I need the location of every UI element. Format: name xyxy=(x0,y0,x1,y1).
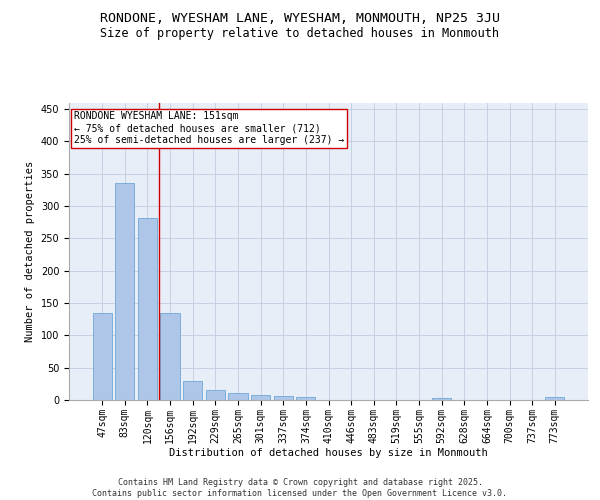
Bar xyxy=(296,398,316,400)
Bar xyxy=(115,182,134,400)
Bar xyxy=(545,398,565,400)
Y-axis label: Number of detached properties: Number of detached properties xyxy=(25,160,35,342)
Bar xyxy=(183,381,202,400)
Bar xyxy=(229,393,248,400)
Bar xyxy=(160,312,180,400)
X-axis label: Distribution of detached houses by size in Monmouth: Distribution of detached houses by size … xyxy=(169,448,488,458)
Text: RONDONE, WYESHAM LANE, WYESHAM, MONMOUTH, NP25 3JU: RONDONE, WYESHAM LANE, WYESHAM, MONMOUTH… xyxy=(100,12,500,26)
Bar xyxy=(274,396,293,400)
Bar xyxy=(206,390,225,400)
Text: Size of property relative to detached houses in Monmouth: Size of property relative to detached ho… xyxy=(101,28,499,40)
Bar xyxy=(251,396,270,400)
Bar xyxy=(138,218,157,400)
Text: RONDONE WYESHAM LANE: 151sqm
← 75% of detached houses are smaller (712)
25% of s: RONDONE WYESHAM LANE: 151sqm ← 75% of de… xyxy=(74,112,344,144)
Text: Contains HM Land Registry data © Crown copyright and database right 2025.
Contai: Contains HM Land Registry data © Crown c… xyxy=(92,478,508,498)
Bar xyxy=(92,314,112,400)
Bar xyxy=(432,398,451,400)
